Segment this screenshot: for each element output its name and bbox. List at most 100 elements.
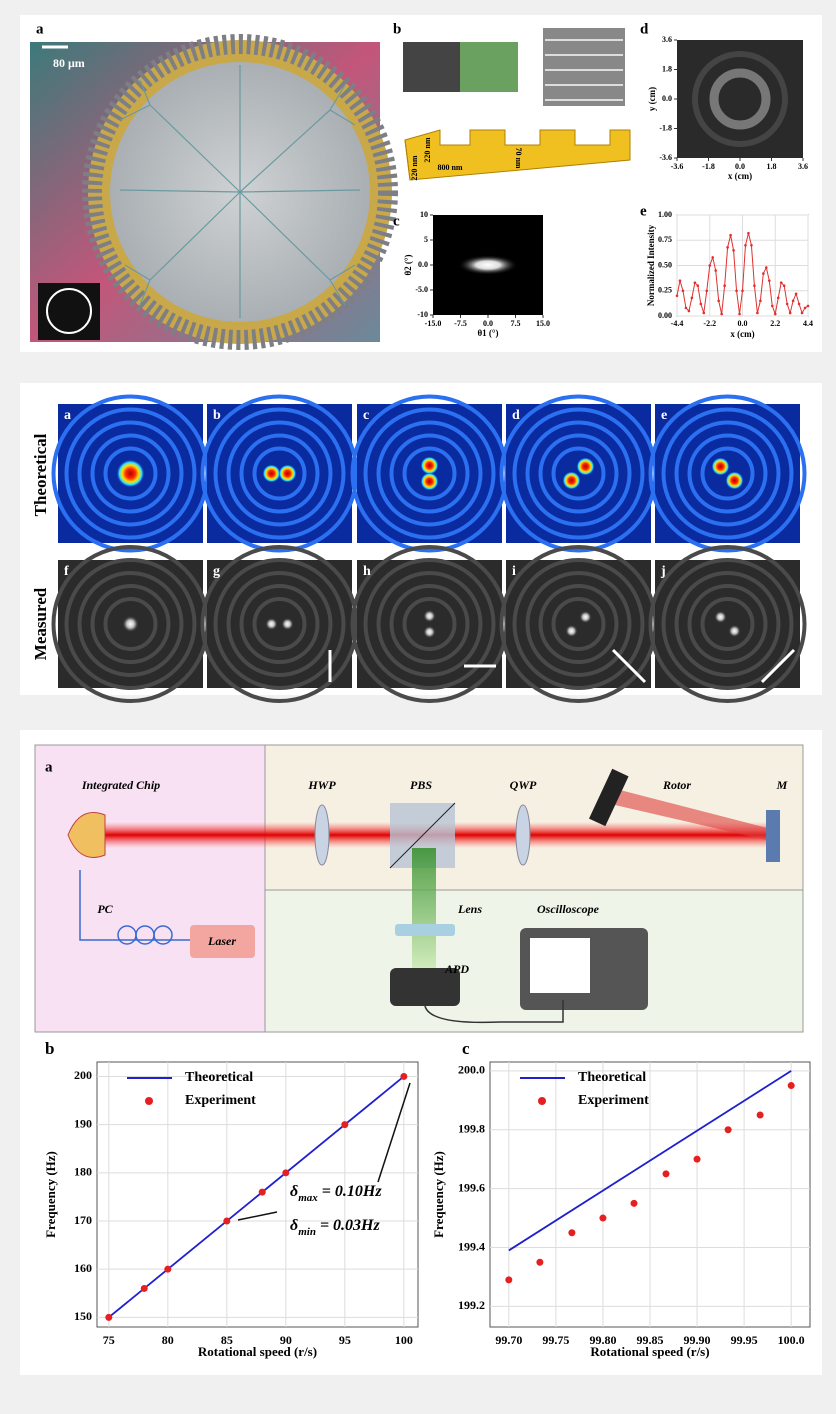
- data-point: [688, 310, 691, 313]
- data-point: [711, 256, 714, 259]
- y-axis-label: y (cm): [647, 87, 657, 111]
- mode-lobe: [566, 625, 578, 637]
- component-label: Laser: [207, 934, 236, 948]
- data-point: [780, 281, 783, 284]
- y-tick-label: 170: [74, 1213, 92, 1227]
- x-tick-label: 1.8: [767, 162, 777, 171]
- x-tick-label: -7.5: [454, 319, 467, 328]
- panel-label: e: [661, 408, 667, 423]
- mode-lobe: [563, 472, 581, 490]
- data-point: [105, 1314, 112, 1321]
- dimension-label: 220 nm: [423, 137, 432, 162]
- x-tick-label: 100.0: [778, 1333, 805, 1347]
- data-point: [741, 289, 744, 292]
- legend-label: Theoretical: [578, 1070, 646, 1085]
- mode-lobe: [282, 618, 294, 630]
- data-point: [702, 312, 705, 315]
- component-label: Oscilloscope: [537, 902, 600, 916]
- row-label: Measured: [31, 587, 50, 660]
- mode-lobe: [580, 611, 592, 623]
- farfield-image: [433, 215, 543, 315]
- y-tick-label: 200.0: [458, 1063, 485, 1077]
- data-point: [774, 313, 777, 316]
- panel-label: e: [640, 203, 647, 219]
- x-tick-label: 100: [395, 1333, 413, 1347]
- data-point: [685, 307, 688, 310]
- scale-label: 80 μm: [53, 56, 85, 70]
- data-point: [747, 232, 750, 235]
- component-label: HWP: [307, 778, 336, 792]
- mode-lobe: [577, 458, 595, 476]
- y-tick-label: 199.4: [458, 1239, 485, 1253]
- data-point: [788, 1082, 795, 1089]
- data-point: [694, 281, 697, 284]
- data-point: [807, 305, 810, 308]
- data-point: [717, 300, 720, 303]
- data-point: [141, 1285, 148, 1292]
- x-tick-label: 3.6: [798, 162, 808, 171]
- legend-swatch: [538, 1097, 546, 1105]
- data-point: [282, 1169, 289, 1176]
- x-tick-label: 99.75: [542, 1333, 569, 1347]
- panel-label: a: [45, 759, 53, 775]
- data-point: [679, 279, 682, 282]
- component-label: QWP: [510, 778, 537, 792]
- y-tick-label: 0.25: [658, 286, 672, 295]
- y-tick-label: 5: [424, 235, 428, 244]
- mode-lobe: [424, 626, 436, 638]
- data-point: [631, 1200, 638, 1207]
- data-point: [757, 1112, 764, 1119]
- data-point: [771, 305, 774, 308]
- data-point: [789, 312, 792, 315]
- data-point: [400, 1073, 407, 1080]
- data-point: [795, 292, 798, 295]
- annotation-part: = 0.10Hz: [318, 1183, 383, 1200]
- data-point: [720, 313, 723, 316]
- component-label: PBS: [410, 778, 432, 792]
- mode-core: [123, 616, 139, 632]
- mode-lobe: [421, 457, 439, 475]
- x-axis-label: θ1 (°): [477, 328, 498, 338]
- y-axis-label: Frequency (Hz): [43, 1151, 58, 1238]
- x-tick-label: 99.95: [731, 1333, 758, 1347]
- y-tick-label: 199.8: [458, 1121, 485, 1135]
- legend-swatch: [145, 1097, 153, 1105]
- legend-label: Experiment: [578, 1093, 649, 1108]
- y-tick-label: 1.00: [658, 210, 672, 219]
- legend-label: Theoretical: [185, 1070, 253, 1085]
- data-point: [726, 246, 729, 249]
- data-point: [568, 1229, 575, 1236]
- data-point: [753, 284, 756, 287]
- row-label: Theoretical: [31, 433, 50, 516]
- x-axis-label: Rotational speed (r/s): [590, 1344, 709, 1359]
- data-point: [768, 279, 771, 282]
- y-tick-label: 150: [74, 1309, 92, 1323]
- x-tick-label: 2.2: [770, 319, 780, 328]
- figure-page: a 80 μm b 800 nm 220 nm 70 nm 220 nm c d…: [0, 0, 836, 1414]
- intensity-image: [677, 40, 803, 158]
- panel-label: c: [393, 213, 400, 229]
- y-tick-label: 10: [420, 210, 428, 219]
- data-point: [725, 1126, 732, 1133]
- data-point: [777, 297, 780, 300]
- panel-label: h: [363, 564, 371, 579]
- annotation-part: min: [298, 1226, 316, 1238]
- x-tick-label: -3.6: [671, 162, 684, 171]
- data-point: [732, 249, 735, 252]
- y-tick-label: 199.2: [458, 1298, 485, 1312]
- dimension-label: 70 nm: [514, 147, 523, 168]
- panel-label: d: [640, 21, 649, 37]
- data-point: [750, 244, 753, 247]
- y-tick-label: 1.8: [662, 64, 672, 73]
- data-point: [804, 307, 807, 310]
- mode-core: [117, 460, 145, 488]
- data-point: [536, 1259, 543, 1266]
- data-point: [705, 289, 708, 292]
- panel-label: b: [393, 21, 401, 37]
- y-tick-label: -1.8: [659, 123, 672, 132]
- x-axis-label: x (cm): [728, 171, 752, 181]
- component-label: M: [776, 778, 788, 792]
- data-point: [783, 284, 786, 287]
- panel-label: c: [363, 408, 369, 423]
- data-point: [691, 297, 694, 300]
